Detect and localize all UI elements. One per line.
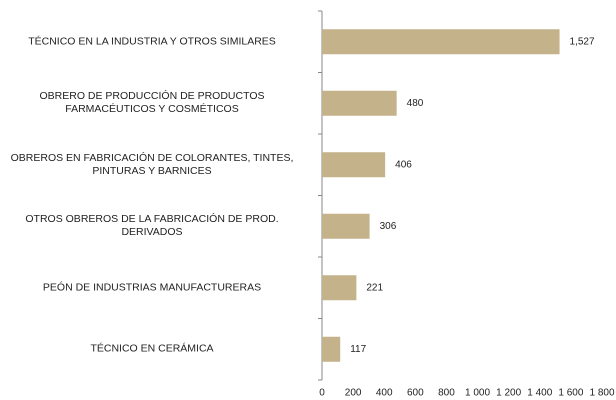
x-tick-label: 1 600 xyxy=(558,388,583,399)
value-label: 221 xyxy=(366,282,383,293)
x-tick-label: 200 xyxy=(345,388,362,399)
value-label: 480 xyxy=(407,98,424,109)
value-label: 117 xyxy=(350,344,366,355)
value-label: 406 xyxy=(395,159,412,170)
bar xyxy=(322,90,397,116)
category-label: OBREROS EN FABRICACIÓN DE COLORANTES, TI… xyxy=(10,151,294,177)
x-tick-label: 1 000 xyxy=(465,388,490,399)
category-label: PEÓN DE INDUSTRIAS MANUFACTURERAS xyxy=(42,281,262,294)
x-tick-label: 1 400 xyxy=(527,388,552,399)
x-tick-label: 1 800 xyxy=(589,388,614,399)
x-tick-label: 600 xyxy=(407,388,424,399)
category-label: TÉCNICO EN LA INDUSTRIA Y OTROS SIMILARE… xyxy=(28,35,276,48)
bar xyxy=(322,152,386,178)
value-label: 1,527 xyxy=(570,36,595,47)
category-label: OBRERO DE PRODUCCIÓN DE PRODUCTOS FARMAC… xyxy=(39,90,265,116)
x-tick-label: 800 xyxy=(438,388,455,399)
x-tick-label: 0 xyxy=(319,388,325,399)
x-tick-label: 1 200 xyxy=(496,388,521,399)
value-label: 306 xyxy=(380,221,397,232)
bar xyxy=(322,275,357,301)
bar xyxy=(322,213,370,239)
category-label: TÉCNICO EN CERÁMICA xyxy=(90,342,214,355)
bar xyxy=(322,336,341,362)
bar xyxy=(322,29,560,55)
x-tick-label: 400 xyxy=(376,388,393,399)
category-label: OTROS OBREROS DE LA FABRICACIÓN DE PROD.… xyxy=(25,213,279,239)
